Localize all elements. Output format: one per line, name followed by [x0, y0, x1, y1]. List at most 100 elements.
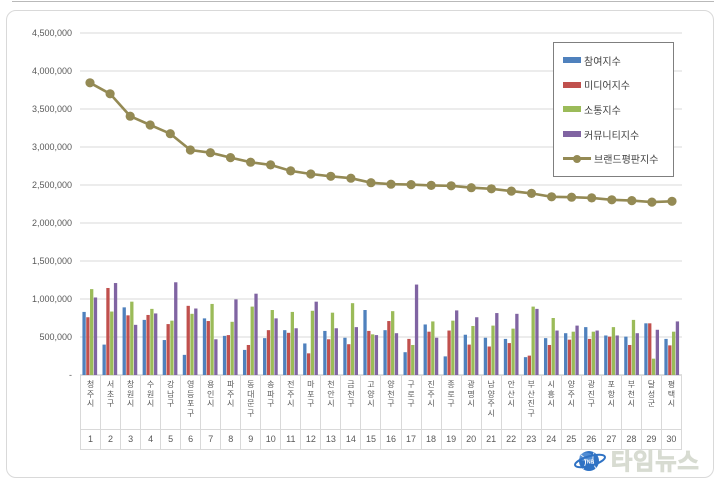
bar	[403, 352, 407, 375]
bar	[283, 330, 287, 375]
line-point	[246, 157, 256, 167]
line-point	[426, 180, 436, 190]
rank-cell: 8	[221, 429, 241, 449]
legend-item: 커뮤니티지수	[563, 127, 673, 142]
rank-cell: 22	[501, 429, 521, 449]
category-cell: 광 명 시	[467, 380, 475, 408]
top-edge-line	[12, 1, 714, 2]
category-column: 시 흥 시 24	[541, 375, 562, 449]
bar	[146, 314, 150, 375]
category-cell: 동 대 문 구	[247, 380, 255, 418]
bar	[270, 310, 274, 375]
category-column: 포 항 시 27	[601, 375, 622, 449]
bar	[263, 338, 267, 375]
category-column: 파 주 시 8	[221, 375, 242, 449]
bar	[543, 338, 548, 375]
legend-item: 참여지수	[563, 53, 673, 68]
line-point	[647, 197, 657, 207]
bar	[226, 335, 230, 375]
bar	[515, 313, 519, 375]
bar	[624, 336, 628, 375]
bar	[523, 357, 528, 375]
y-tick-label: 4,500,000	[31, 27, 72, 38]
rank-cell: 24	[541, 429, 561, 449]
category-cell: 천 안 시	[327, 380, 335, 408]
bar	[310, 310, 315, 375]
bar	[110, 311, 114, 375]
legend: 참여지수 미디어지수 소통지수 커뮤니티지수 브랜드평판지수	[553, 42, 674, 177]
line-point	[587, 193, 597, 203]
rank-cell: 30	[661, 429, 681, 449]
bar	[535, 308, 539, 375]
bar	[383, 330, 387, 375]
bar	[162, 340, 166, 375]
bar	[323, 330, 327, 375]
rank-cell: 18	[421, 429, 441, 449]
bar	[102, 344, 106, 375]
category-cell: 파 주 시	[227, 380, 235, 408]
watermark-text: 타임뉴스	[611, 448, 700, 475]
rank-cell: 23	[521, 429, 541, 449]
category-cell: 마 포 구	[307, 380, 315, 408]
y-tick-label: 2,500,000	[31, 179, 72, 190]
category-column: 부 천 시 28	[621, 375, 642, 449]
category-column: 천 안 시 13	[321, 375, 342, 449]
category-cell: 광 진 구	[587, 380, 595, 408]
category-cell: 달 성 군	[647, 380, 656, 408]
category-cell: 고 양 시	[367, 380, 375, 408]
bar	[447, 330, 451, 375]
category-cell: 강 남 구	[166, 380, 175, 408]
bar	[531, 306, 535, 375]
bar	[327, 339, 331, 375]
bar	[644, 323, 648, 375]
category-column: 양 주 시 25	[561, 375, 582, 449]
category-cell: 영 등 포 구	[186, 380, 195, 418]
bar	[130, 301, 134, 375]
bar	[391, 311, 395, 375]
category-column: 안 산 시 22	[501, 375, 522, 449]
rank-cell: 20	[461, 429, 481, 449]
bar	[182, 354, 187, 375]
line-point	[306, 169, 316, 179]
bar	[675, 321, 680, 375]
bar	[431, 321, 435, 375]
bar	[407, 338, 411, 375]
legend-item: 브랜드평판지수	[563, 151, 673, 166]
bar	[82, 311, 86, 375]
bar	[113, 283, 118, 375]
rank-cell: 7	[201, 429, 221, 449]
line-point	[205, 148, 215, 158]
category-column: 청 주 시 1	[81, 375, 102, 449]
bar	[571, 331, 575, 375]
category-column: 마 포 구 12	[301, 375, 322, 449]
line-point	[346, 173, 356, 183]
bar	[434, 337, 439, 375]
legend-swatch-icon	[563, 57, 581, 64]
rank-cell: 11	[281, 429, 301, 449]
bar	[250, 306, 254, 375]
line-point	[145, 120, 155, 130]
line-point	[607, 195, 617, 205]
bar	[190, 313, 194, 375]
legend-swatch-icon	[563, 131, 581, 138]
bar	[467, 344, 471, 375]
y-tick-label: 1,500,000	[31, 255, 72, 266]
bar	[294, 328, 298, 375]
category-column: 창 원 시 3	[121, 375, 142, 449]
line-point	[286, 166, 296, 176]
bar	[547, 344, 552, 375]
rank-cell: 13	[321, 429, 341, 449]
legend-label: 참여지수	[584, 56, 621, 68]
category-column: 수 원 시 4	[141, 375, 162, 449]
legend-label: 커뮤니티지수	[584, 130, 640, 142]
bar	[350, 303, 355, 375]
bar	[655, 329, 659, 375]
bar	[274, 318, 278, 375]
bar	[604, 335, 608, 375]
bar	[587, 338, 592, 375]
globe-icon: TNB	[574, 451, 606, 471]
bar	[186, 305, 190, 375]
watermark: TNB 타임뉴스	[574, 446, 700, 476]
bar	[503, 338, 508, 375]
